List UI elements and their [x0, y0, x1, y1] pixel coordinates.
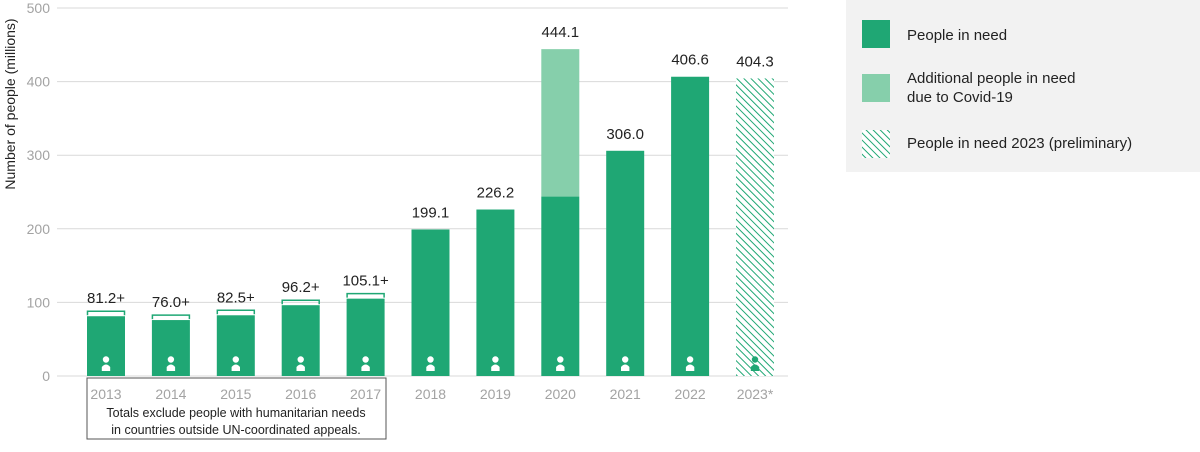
- person-icon-head: [686, 356, 694, 363]
- legend-label: People in need: [907, 27, 1007, 44]
- person-icon: [491, 356, 500, 371]
- legend-swatch: [862, 20, 890, 48]
- y-tick-label: 400: [27, 74, 51, 90]
- person-icon-body: [621, 364, 630, 371]
- person-icon: [361, 356, 370, 371]
- y-tick-label: 300: [27, 147, 51, 163]
- bar-people-in-need: [476, 209, 515, 376]
- data-labels: 81.2+ 76.0+ 82.5+ 96.2+ 105.1+ 199.1 226.2 444.…: [87, 24, 774, 311]
- person-icon: [166, 356, 176, 371]
- footnote-line-1: Totals exclude people with humanitarian …: [106, 406, 365, 420]
- x-tick-label: 2014: [155, 386, 186, 402]
- x-tick-label: 2020: [545, 386, 576, 402]
- bars: [86, 49, 774, 376]
- data-label: 306.0: [606, 126, 644, 143]
- person-icon-body: [296, 364, 305, 371]
- x-tick-label: 2019: [480, 386, 511, 402]
- data-label: 76.0+: [152, 294, 190, 311]
- x-tick-label: 2015: [220, 386, 251, 402]
- x-tick-label: 2018: [415, 386, 446, 402]
- data-label: 226.2: [477, 185, 515, 202]
- data-label: 404.3: [736, 53, 774, 70]
- person-icon-head: [492, 356, 499, 363]
- data-label: 96.2+: [282, 279, 320, 296]
- person-icon-head: [751, 356, 759, 363]
- legend: People in need Additional people in need d…: [846, 0, 1200, 172]
- x-tick-label: 2023*: [737, 386, 774, 402]
- legend-label: People in need 2023 (preliminary): [907, 135, 1132, 152]
- x-tick-label: 2021: [610, 386, 641, 402]
- person-icon: [750, 356, 760, 371]
- person-icon-body: [556, 364, 565, 371]
- y-tick-label: 100: [27, 294, 51, 310]
- bar-bracket: [151, 314, 191, 320]
- data-label: 444.1: [542, 24, 580, 41]
- person-icon: [231, 356, 240, 371]
- person-icon-body: [750, 364, 760, 371]
- data-label: 199.1: [412, 204, 450, 221]
- footnote-box: Totals exclude people with humanitarian …: [86, 377, 387, 440]
- person-icon-body: [101, 364, 111, 371]
- data-label: 406.6: [671, 52, 709, 69]
- person-icon-head: [102, 356, 110, 363]
- bar-people-in-need: [346, 298, 385, 376]
- bar-preliminary-2023: [736, 78, 774, 376]
- footnote-line-2: in countries outside UN-coordinated appe…: [111, 423, 360, 437]
- bar-people-in-need: [411, 229, 450, 376]
- x-tick-label: 2016: [285, 386, 316, 402]
- legend-label: Additional people in need: [907, 70, 1075, 87]
- person-icon-head: [622, 356, 629, 363]
- person-icon: [101, 356, 111, 371]
- person-icon-body: [491, 364, 500, 371]
- person-icon: [426, 356, 435, 371]
- data-label: 82.5+: [217, 289, 255, 306]
- person-icon-body: [166, 364, 176, 371]
- person-icon-body: [231, 364, 240, 371]
- bar-bracket: [346, 292, 385, 298]
- data-label: 81.2+: [87, 290, 125, 307]
- bar-bracket: [281, 299, 320, 305]
- legend-label: due to Covid-19: [907, 89, 1013, 106]
- bar-covid-additional: [541, 49, 580, 197]
- bar-bracket: [216, 309, 256, 315]
- bar-people-in-need: [671, 76, 710, 376]
- bar-people-in-need: [281, 305, 320, 376]
- y-axis-ticks: 0 100 200 300 400 500: [27, 0, 51, 384]
- y-tick-label: 0: [42, 368, 50, 384]
- person-icon: [685, 356, 695, 371]
- x-tick-label: 2013: [90, 386, 121, 402]
- person-icon: [296, 356, 305, 371]
- gridlines: [57, 7, 788, 377]
- bar-people-in-need: [541, 196, 580, 376]
- legend-swatch: [862, 130, 890, 158]
- person-icon-body: [685, 364, 695, 371]
- data-label: 105.1+: [342, 273, 389, 290]
- y-tick-label: 500: [27, 0, 51, 16]
- bar-people-in-need: [606, 150, 645, 376]
- x-axis-ticks: 2013 2014 2015 2016 2017 2018 2019 2020 2021 2022…: [90, 386, 773, 402]
- person-icon-body: [361, 364, 370, 371]
- person-icon-head: [167, 356, 175, 363]
- person-icon: [621, 356, 630, 371]
- y-axis-title: Number of people (millions): [2, 18, 18, 189]
- person-icon-head: [557, 356, 564, 363]
- legend-swatch: [862, 74, 890, 102]
- person-icon-body: [426, 364, 435, 371]
- bar-bracket: [86, 310, 126, 316]
- person-icon-head: [232, 356, 239, 363]
- x-tick-label: 2022: [675, 386, 706, 402]
- person-icon: [556, 356, 565, 371]
- person-icon-head: [362, 356, 369, 363]
- legend-background: [846, 0, 1200, 172]
- person-icon-head: [427, 356, 434, 363]
- person-icons: [101, 356, 760, 371]
- y-tick-label: 200: [27, 221, 51, 237]
- person-icon-head: [297, 356, 304, 363]
- x-tick-label: 2017: [350, 386, 381, 402]
